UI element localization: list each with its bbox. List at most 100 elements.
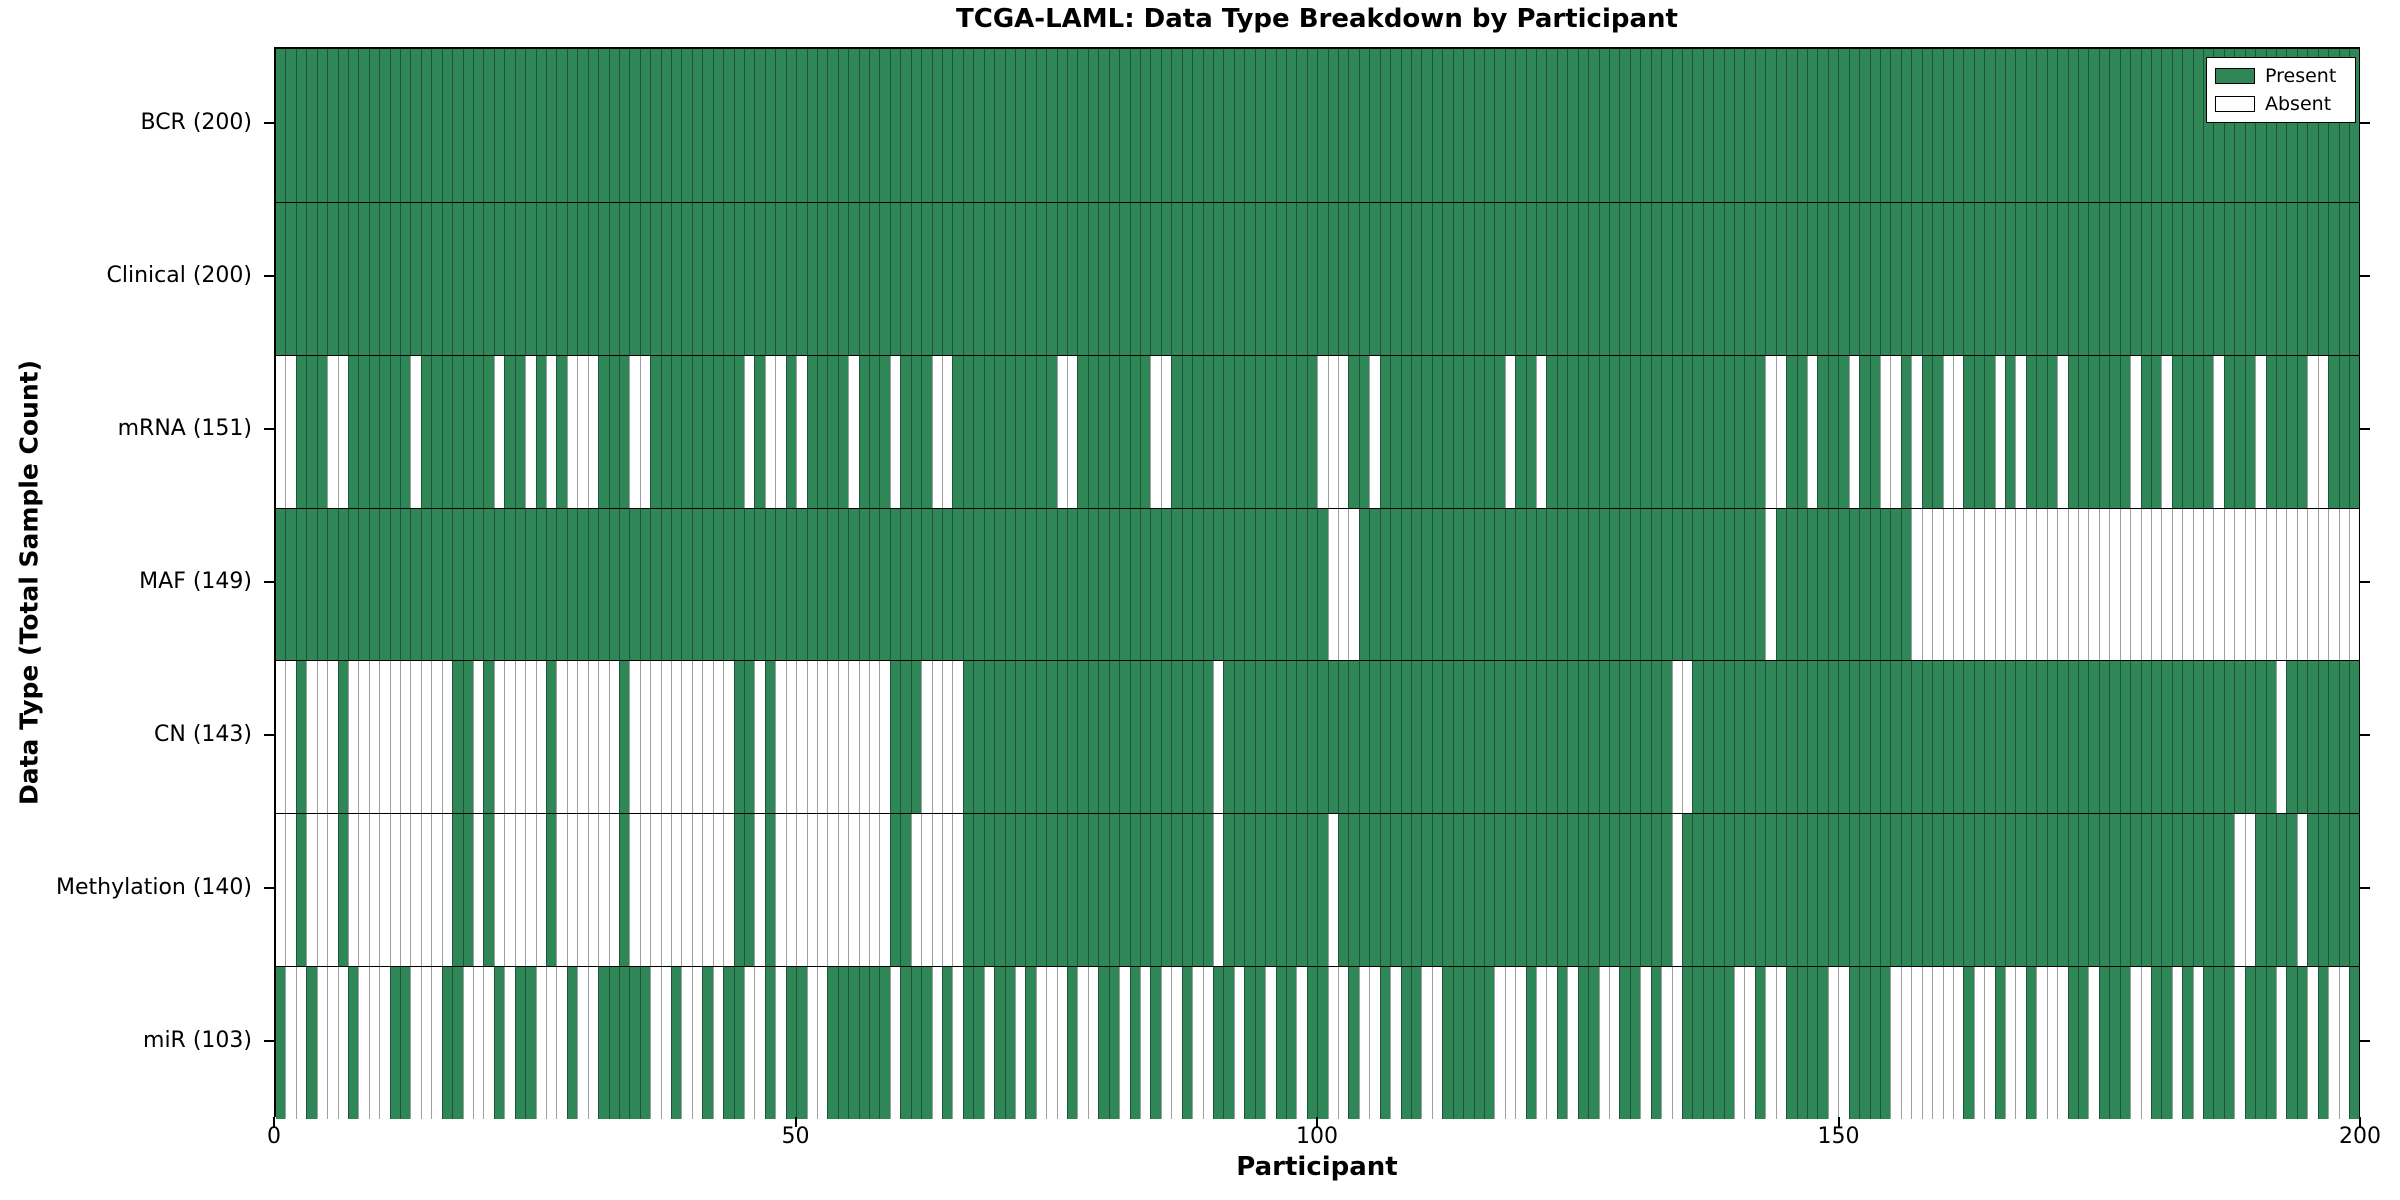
heatmap-cell	[1900, 355, 1912, 508]
heatmap-cell	[889, 967, 901, 1119]
heatmap-cell	[921, 355, 932, 508]
heatmap-cell	[1410, 355, 1422, 508]
heatmap-cell	[1598, 202, 1609, 355]
heatmap-cell	[1431, 355, 1443, 508]
heatmap-cell	[2296, 49, 2308, 202]
heatmap-cell	[1233, 49, 1245, 202]
heatmap-cell	[2223, 202, 2235, 355]
heatmap-cell	[410, 814, 421, 967]
x-tick-mark	[2359, 1117, 2361, 1127]
heatmap-cell	[2317, 202, 2329, 355]
heatmap-cell	[1890, 814, 1901, 967]
heatmap-cell	[900, 661, 911, 814]
heatmap-cell	[942, 355, 953, 508]
heatmap-cell	[1640, 967, 1651, 1119]
heatmap-cell	[2348, 355, 2360, 508]
heatmap-cell	[816, 49, 828, 202]
heatmap-cell	[1358, 49, 1370, 202]
heatmap-cell	[816, 814, 828, 967]
heatmap-cell	[556, 355, 567, 508]
heatmap-cell	[2130, 202, 2141, 355]
heatmap-cell	[295, 49, 307, 202]
heatmap-cell	[1046, 355, 1057, 508]
heatmap-cell	[1713, 202, 1724, 355]
heatmap-cell	[962, 967, 974, 1119]
heatmap-cell	[681, 49, 692, 202]
heatmap-cell	[1494, 508, 1505, 661]
heatmap-row	[276, 966, 2360, 1119]
heatmap-cell	[1400, 661, 1411, 814]
heatmap-cell	[1556, 202, 1568, 355]
heatmap-cell	[1087, 49, 1099, 202]
heatmap-cell	[2203, 814, 2214, 967]
heatmap-cell	[1035, 814, 1047, 967]
heatmap-cell	[1692, 967, 1703, 1119]
heatmap-cell	[1473, 202, 1484, 355]
heatmap-cell	[1379, 508, 1391, 661]
heatmap-cell	[827, 661, 838, 814]
row-label: mRNA (151)	[117, 416, 252, 442]
heatmap-cell	[712, 49, 724, 202]
heatmap-cell	[681, 661, 692, 814]
heatmap-cell	[1379, 967, 1391, 1119]
heatmap-cell	[2203, 202, 2214, 355]
heatmap-cell	[785, 49, 797, 202]
y-tick-mark-right	[2360, 428, 2370, 431]
heatmap-cell	[514, 355, 526, 508]
heatmap-cell	[1379, 814, 1391, 967]
x-tick-label: 150	[1817, 1124, 1860, 1149]
heatmap-cell	[1546, 202, 1557, 355]
heatmap-cell	[921, 661, 932, 814]
heatmap-cell	[1754, 202, 1766, 355]
heatmap-cell	[1588, 508, 1599, 661]
heatmap-cell	[1473, 967, 1484, 1119]
heatmap-cell	[1859, 814, 1870, 967]
heatmap-cell	[1119, 508, 1130, 661]
heatmap-cell	[796, 508, 807, 661]
heatmap-cell	[1879, 49, 1891, 202]
heatmap-cell	[1869, 355, 1880, 508]
heatmap-cell	[587, 508, 599, 661]
heatmap-cell	[1744, 49, 1755, 202]
heatmap-cell	[2161, 967, 2172, 1119]
heatmap-cell	[1390, 814, 1401, 967]
heatmap-cell	[2265, 967, 2276, 1119]
heatmap-cell	[295, 355, 307, 508]
heatmap-cell	[1775, 355, 1787, 508]
heatmap-cell	[639, 355, 651, 508]
heatmap-cell	[2276, 49, 2287, 202]
heatmap-cell	[368, 355, 380, 508]
heatmap-cell	[379, 508, 390, 661]
heatmap-cell	[764, 661, 776, 814]
heatmap-cell	[1900, 967, 1912, 1119]
heatmap-cell	[2338, 967, 2349, 1119]
heatmap-cell	[2005, 355, 2016, 508]
heatmap-cell	[973, 814, 984, 967]
heatmap-cell	[1973, 967, 1985, 1119]
heatmap-cell	[347, 49, 359, 202]
heatmap-cell	[316, 814, 328, 967]
heatmap-cell	[1713, 49, 1724, 202]
heatmap-cell	[1233, 814, 1245, 967]
heatmap-cell	[577, 508, 588, 661]
heatmap-cell	[1327, 355, 1339, 508]
heatmap-cell	[1348, 355, 1359, 508]
heatmap-cell	[1588, 967, 1599, 1119]
heatmap-cell	[1410, 49, 1422, 202]
heatmap-cell	[598, 355, 609, 508]
heatmap-cell	[2077, 814, 2089, 967]
heatmap-cell	[775, 814, 786, 967]
heatmap-cell	[900, 967, 911, 1119]
heatmap-cell	[1984, 508, 1995, 661]
heatmap-cell	[1233, 508, 1245, 661]
heatmap-cell	[2192, 508, 2204, 661]
heatmap-cell	[1890, 202, 1901, 355]
heatmap-cell	[1598, 49, 1609, 202]
heatmap-cell	[973, 661, 984, 814]
heatmap-cell	[1171, 355, 1182, 508]
heatmap-cell	[1108, 49, 1120, 202]
heatmap-cell	[598, 202, 609, 355]
heatmap-cell	[462, 355, 474, 508]
heatmap-cell	[1410, 202, 1422, 355]
heatmap-cell	[483, 49, 494, 202]
